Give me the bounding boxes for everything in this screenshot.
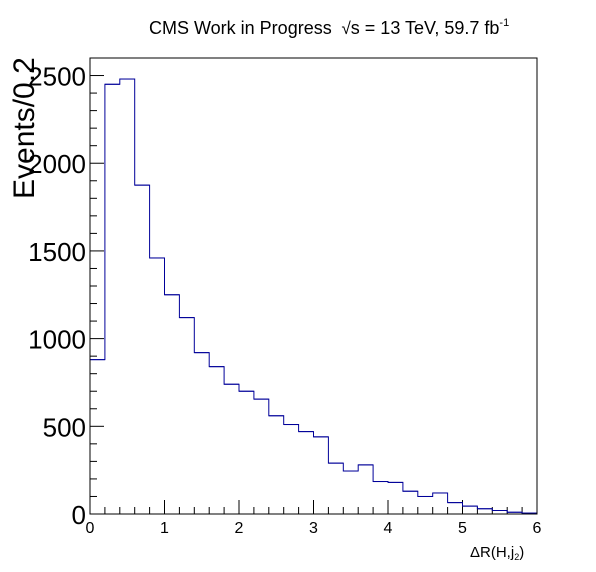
histogram-line [89,78,538,514]
x-tick-label: 6 [533,520,542,537]
x-axis-label-sub: 2 [514,552,520,562]
x-axis-label: ΔR(H,j2) [470,544,525,562]
y-tick-label: 500 [43,412,86,442]
y-tick-label: 2000 [28,149,86,179]
x-tick-label: 4 [384,520,393,537]
y-tick-label: 1000 [28,325,86,355]
plot-header: CMS Work in Progress √s = 13 TeV, 59.7 f… [149,18,509,39]
y-tick-label: 0 [72,500,86,530]
x-tick-label: 0 [86,520,95,537]
tick-labels: 0 1 2 3 4 5 6 0 500 1000 1500 2000 2500 [28,62,541,537]
plot-frame [89,57,538,515]
x-tick-label: 3 [309,520,318,537]
energy-lumi-label: s = 13 TeV, 59.7 fb [350,18,500,38]
axis-ticks [89,57,538,515]
y-axis-label: Events/0.2 [8,57,41,199]
x-tick-label: 5 [458,520,467,537]
x-axis-label-close: ) [519,544,525,561]
lumi-exponent: -1 [499,17,510,29]
y-tick-label: 2500 [28,62,86,92]
x-tick-label: 1 [160,520,169,537]
histogram-bins [90,78,537,514]
sqrt-symbol: √ [336,19,351,38]
y-tick-label: 1500 [28,237,86,267]
x-tick-label: 2 [235,520,244,537]
x-axis-label-main: ΔR(H,j [470,544,515,561]
experiment-label: CMS Work in Progress [149,18,332,38]
